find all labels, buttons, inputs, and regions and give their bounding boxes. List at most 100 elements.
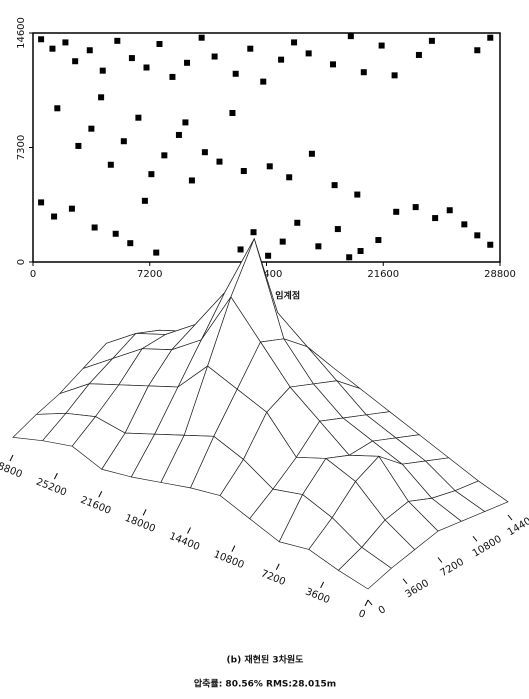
y-tick-label: 7200 bbox=[439, 557, 466, 580]
point bbox=[267, 163, 273, 169]
x-tick-label: 7200 bbox=[137, 269, 162, 280]
point bbox=[199, 35, 205, 41]
point bbox=[108, 162, 114, 168]
point bbox=[354, 192, 360, 198]
point bbox=[176, 132, 182, 138]
point bbox=[129, 55, 135, 61]
x-tick bbox=[232, 546, 235, 552]
y-tick-label: 7300 bbox=[16, 135, 27, 160]
x-tick bbox=[54, 473, 57, 479]
x-tick-label: 10800 bbox=[212, 549, 246, 571]
point bbox=[251, 229, 257, 235]
x-tick bbox=[365, 600, 368, 606]
point bbox=[358, 248, 364, 254]
x-tick bbox=[276, 564, 279, 570]
point bbox=[332, 182, 338, 188]
point bbox=[393, 209, 399, 215]
point bbox=[69, 206, 75, 212]
point bbox=[429, 38, 435, 44]
point bbox=[88, 126, 94, 132]
point bbox=[144, 65, 150, 71]
point bbox=[346, 254, 352, 260]
x-tick-label: 0 bbox=[357, 608, 367, 621]
point bbox=[238, 246, 244, 252]
x-tick-label: 28800 bbox=[484, 269, 516, 280]
x-tick-label: 25200 bbox=[34, 477, 68, 499]
point bbox=[330, 61, 336, 67]
point bbox=[189, 177, 195, 183]
point bbox=[202, 149, 208, 155]
y-tick-label: 10800 bbox=[471, 534, 504, 560]
point bbox=[413, 204, 419, 210]
point bbox=[87, 47, 93, 53]
point bbox=[306, 50, 312, 56]
point bbox=[432, 215, 438, 221]
point bbox=[113, 231, 119, 237]
point bbox=[114, 38, 120, 44]
point bbox=[278, 57, 284, 63]
point bbox=[265, 253, 271, 259]
point bbox=[294, 220, 300, 226]
point bbox=[98, 94, 104, 100]
y-tick bbox=[368, 600, 372, 605]
y-tick bbox=[438, 558, 442, 563]
point bbox=[375, 237, 381, 243]
point bbox=[291, 39, 297, 45]
x-tick-label: 7200 bbox=[259, 568, 287, 588]
x-tick-label: 0 bbox=[30, 269, 36, 280]
point bbox=[461, 221, 467, 227]
x-tick-label: 21600 bbox=[367, 269, 399, 280]
point bbox=[54, 105, 60, 111]
point bbox=[260, 79, 266, 85]
point bbox=[309, 151, 315, 157]
y-tick bbox=[508, 515, 512, 520]
point bbox=[100, 68, 106, 74]
x-tick bbox=[321, 582, 324, 588]
point bbox=[233, 71, 239, 77]
x-tick-label: 14400 bbox=[168, 531, 202, 553]
point bbox=[447, 207, 453, 213]
point bbox=[229, 110, 235, 116]
y-tick-label: 3600 bbox=[404, 578, 431, 601]
point bbox=[156, 41, 162, 47]
point bbox=[148, 171, 154, 177]
point bbox=[216, 159, 222, 165]
footer: 압축률: 80.56% RMS:28.015m bbox=[194, 678, 336, 690]
point bbox=[92, 224, 98, 230]
point bbox=[474, 232, 480, 238]
point bbox=[416, 52, 422, 58]
caption-b: (b) 재현된 3차원도 bbox=[227, 654, 305, 666]
x-tick-label: 28800 bbox=[0, 458, 24, 480]
y-tick-label: 0 bbox=[16, 259, 27, 265]
x-tick bbox=[10, 455, 13, 461]
point bbox=[348, 33, 354, 39]
point bbox=[182, 119, 188, 125]
point bbox=[487, 35, 493, 41]
point bbox=[315, 243, 321, 249]
y-tick bbox=[403, 579, 407, 584]
point bbox=[62, 39, 68, 45]
point bbox=[72, 58, 78, 64]
point bbox=[161, 152, 167, 158]
point bbox=[487, 242, 493, 248]
point bbox=[142, 198, 148, 204]
point bbox=[184, 60, 190, 66]
point bbox=[121, 138, 127, 144]
point bbox=[241, 168, 247, 174]
x-tick bbox=[143, 509, 146, 515]
y-tick bbox=[473, 536, 477, 541]
x-tick bbox=[188, 528, 191, 534]
x-tick-label: 3600 bbox=[304, 586, 332, 606]
point bbox=[51, 214, 57, 220]
point bbox=[153, 250, 159, 256]
point bbox=[127, 240, 133, 246]
point bbox=[361, 69, 367, 75]
point bbox=[286, 174, 292, 180]
point bbox=[49, 46, 55, 52]
point bbox=[38, 36, 44, 42]
point bbox=[38, 199, 44, 205]
figure: (a) 추적된 임계점 (b) 재현된 3차원도 압축률: 80.56% RMS… bbox=[0, 0, 529, 695]
point bbox=[212, 54, 218, 60]
x-tick-label: 21600 bbox=[79, 495, 113, 517]
plot-frame bbox=[33, 33, 500, 262]
